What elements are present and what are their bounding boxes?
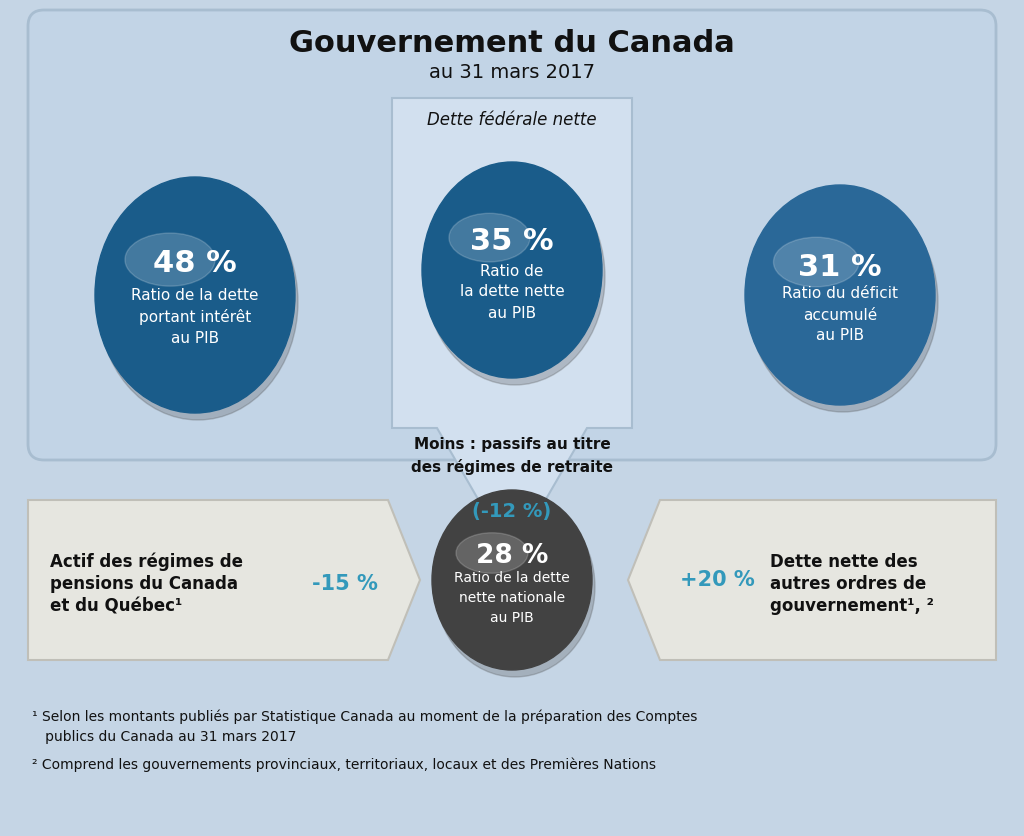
Text: ² Comprend les gouvernements provinciaux, territoriaux, locaux et des Premières : ² Comprend les gouvernements provinciaux…	[32, 758, 656, 772]
Text: Ratio de
la dette nette
au PIB: Ratio de la dette nette au PIB	[460, 263, 564, 320]
Ellipse shape	[98, 184, 298, 420]
Text: Gouvernement du Canada: Gouvernement du Canada	[289, 29, 735, 59]
Text: 31 %: 31 %	[798, 252, 882, 282]
Ellipse shape	[95, 177, 295, 413]
Text: (-12 %): (-12 %)	[472, 502, 552, 521]
Ellipse shape	[773, 237, 859, 287]
Ellipse shape	[449, 213, 530, 262]
Ellipse shape	[435, 497, 595, 677]
Text: Ratio de la dette
portant intérêt
au PIB: Ratio de la dette portant intérêt au PIB	[131, 288, 259, 346]
Text: publics du Canada au 31 mars 2017: publics du Canada au 31 mars 2017	[32, 730, 296, 744]
Text: 28 %: 28 %	[476, 543, 548, 569]
Polygon shape	[28, 500, 420, 660]
Ellipse shape	[432, 490, 592, 670]
Polygon shape	[628, 500, 996, 660]
Text: Moins : passifs au titre
des régimes de retraite: Moins : passifs au titre des régimes de …	[411, 437, 613, 475]
Text: pensions du Canada: pensions du Canada	[50, 575, 250, 593]
Text: 48 %: 48 %	[154, 248, 237, 278]
Text: Dette nette des: Dette nette des	[770, 553, 918, 571]
Ellipse shape	[425, 169, 605, 385]
Ellipse shape	[748, 192, 938, 412]
Text: ¹ Selon les montants publiés par Statistique Canada au moment de la préparation : ¹ Selon les montants publiés par Statist…	[32, 710, 697, 725]
Polygon shape	[392, 98, 632, 558]
Text: et du Québec¹: et du Québec¹	[50, 597, 182, 615]
Text: Dette fédérale nette: Dette fédérale nette	[427, 111, 597, 129]
Text: gouvernement¹, ²: gouvernement¹, ²	[770, 597, 934, 615]
Text: autres ordres de: autres ordres de	[770, 575, 927, 593]
Ellipse shape	[422, 162, 602, 378]
Text: au 31 mars 2017: au 31 mars 2017	[429, 63, 595, 81]
Text: 35 %: 35 %	[470, 227, 554, 257]
Ellipse shape	[456, 533, 528, 573]
Text: +20 %: +20 %	[680, 570, 755, 590]
FancyBboxPatch shape	[28, 10, 996, 460]
Ellipse shape	[745, 185, 935, 405]
Text: -15 %: -15 %	[312, 574, 378, 594]
Ellipse shape	[125, 233, 215, 286]
Text: Ratio du déficit
accumulé
au PIB: Ratio du déficit accumulé au PIB	[782, 287, 898, 344]
Text: Actif des régimes de: Actif des régimes de	[50, 553, 243, 571]
Text: Ratio de la dette
nette nationale
au PIB: Ratio de la dette nette nationale au PIB	[454, 572, 570, 624]
